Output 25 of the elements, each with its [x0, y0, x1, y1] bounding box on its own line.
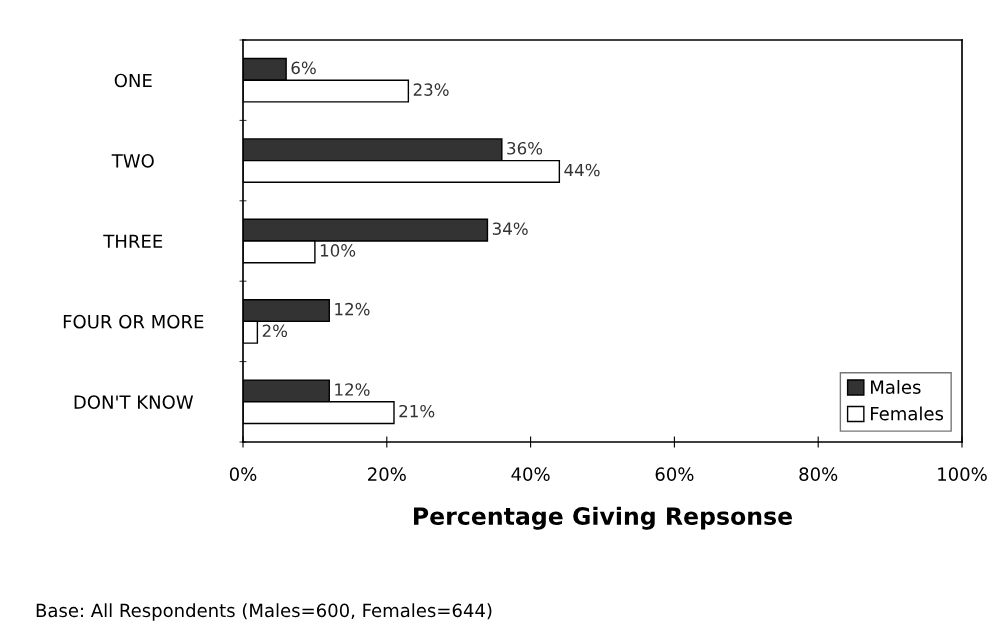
data-label: 21%	[399, 404, 435, 418]
y-tick-label: TWO	[111, 154, 154, 168]
y-tick-label: ONE	[114, 73, 152, 88]
data-label: 6%	[291, 61, 316, 75]
legend-label: Females	[871, 406, 944, 421]
y-tick-label: FOUR OR MORE	[63, 314, 204, 329]
data-label: 23%	[413, 83, 449, 96]
y-tick-label: DON'T KNOW	[74, 395, 194, 409]
x-tick-label: 100%	[938, 467, 987, 481]
data-label: 12%	[335, 302, 370, 316]
legend-label: Males	[871, 379, 921, 394]
x-tick-label: 20%	[368, 467, 406, 481]
data-label: 34%	[492, 222, 528, 235]
text: Base: All Respondents (Males=600, Females=644)	[36, 603, 492, 621]
y-tick-label: THREE	[103, 234, 163, 248]
data-label: 10%	[320, 244, 356, 257]
x-tick-label: 0%	[229, 467, 257, 481]
data-label: 2%	[262, 324, 288, 338]
data-label: 12%	[335, 383, 370, 396]
x-axis-title: Percentage Giving Repsonse	[414, 506, 792, 530]
x-tick-label: 40%	[511, 467, 550, 481]
data-label: 36%	[507, 141, 543, 155]
x-tick-label: 80%	[799, 467, 838, 481]
x-tick-label: 60%	[655, 467, 694, 481]
data-label: 44%	[564, 163, 600, 177]
